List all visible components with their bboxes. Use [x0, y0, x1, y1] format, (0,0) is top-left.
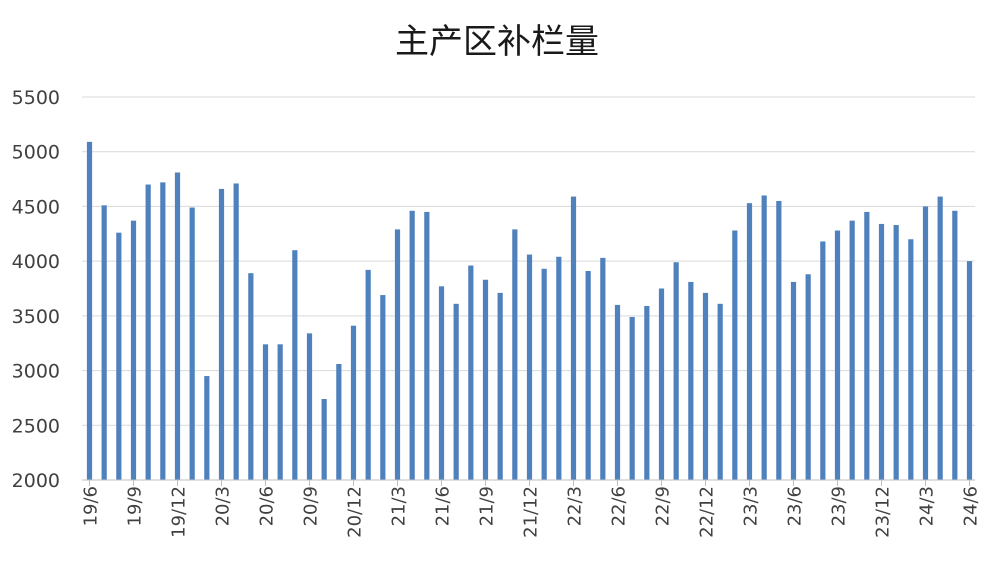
y-tick-label: 2500 [12, 415, 60, 437]
y-tick-label: 4500 [12, 196, 60, 218]
bar [482, 279, 489, 480]
bar [761, 195, 767, 480]
x-tick-label: 20/9 [301, 486, 322, 526]
bar [350, 325, 357, 480]
x-tick-label: 21/3 [389, 486, 410, 526]
bar [570, 196, 577, 480]
x-tick-label: 19/9 [125, 486, 146, 526]
bar [673, 262, 679, 480]
bar [174, 172, 181, 480]
bar [790, 281, 797, 480]
bar [160, 182, 166, 480]
x-tick-label: 20/6 [257, 486, 278, 526]
bar [776, 200, 782, 480]
bar [922, 206, 929, 480]
bar [644, 306, 650, 480]
bar [101, 205, 107, 480]
y-tick-label: 5000 [12, 142, 60, 164]
bar [820, 241, 826, 480]
bar [658, 288, 665, 480]
y-tick-label: 3500 [12, 306, 60, 328]
x-tick-label: 22/12 [697, 486, 718, 538]
bar [834, 230, 841, 480]
bar [512, 229, 518, 480]
x-tick-label: 23/6 [785, 486, 806, 526]
bar [262, 344, 269, 480]
x-tick-label: 21/9 [477, 486, 498, 526]
x-tick-label: 22/6 [609, 486, 630, 526]
bar [424, 211, 430, 480]
x-tick-label: 23/9 [829, 486, 850, 526]
bar [468, 265, 474, 480]
bar [438, 286, 445, 480]
bar [732, 230, 738, 480]
x-tick-label: 21/12 [521, 486, 542, 538]
bar [702, 292, 709, 480]
bar [497, 292, 503, 480]
bar [233, 183, 239, 480]
x-tick-label: 20/12 [345, 486, 366, 538]
x-tick-label: 22/9 [653, 486, 674, 526]
bar [130, 220, 137, 480]
bar [541, 268, 547, 480]
x-tick-label: 21/6 [433, 486, 454, 526]
bar [614, 304, 621, 480]
x-tick-label: 24/3 [917, 486, 938, 526]
bar [952, 210, 958, 480]
bar [717, 303, 723, 480]
bar [306, 333, 313, 480]
x-tick-label: 22/3 [565, 486, 586, 526]
x-tick-label: 23/12 [873, 486, 894, 538]
bar [688, 281, 694, 480]
bar [629, 316, 635, 480]
bar [218, 188, 225, 481]
x-tick-label: 23/3 [741, 486, 762, 526]
x-tick-label: 19/12 [169, 486, 190, 538]
bar [145, 184, 151, 481]
bar [248, 273, 254, 480]
bar [116, 232, 122, 480]
bar [864, 211, 870, 480]
bar [966, 261, 973, 480]
x-axis-ticks: 19/6 19/9 19/12 20/3 20/6 20/9 20/12 21/3 21/6 21… [81, 480, 982, 538]
bar [526, 254, 533, 480]
bar [365, 269, 371, 480]
x-tick-label: 24/6 [961, 486, 982, 526]
bar [805, 274, 811, 480]
bar [453, 303, 459, 480]
bar [189, 207, 195, 480]
bar [409, 210, 415, 480]
chart-title: 主产区补栏量 [395, 22, 599, 62]
bar [277, 344, 283, 480]
y-tick-label: 2000 [12, 470, 60, 492]
bar [878, 223, 885, 481]
bars [86, 141, 973, 481]
bar [380, 295, 386, 480]
bar [937, 196, 943, 480]
bar [394, 229, 401, 480]
y-axis-ticks: 2000 2500 3000 3500 4000 4500 5000 5500 [12, 87, 60, 492]
bar [600, 257, 606, 480]
y-tick-label: 5500 [12, 87, 60, 109]
bar [908, 239, 914, 480]
bar [746, 203, 753, 480]
y-tick-label: 3000 [12, 361, 60, 383]
bar [585, 270, 591, 480]
bar [849, 220, 855, 480]
y-tick-label: 4000 [12, 251, 60, 273]
bar [893, 225, 899, 480]
bar [321, 399, 327, 480]
bar [86, 141, 93, 480]
bar [204, 376, 210, 480]
bar [336, 364, 342, 480]
x-tick-label: 20/3 [213, 486, 234, 526]
bar [556, 256, 562, 480]
x-tick-label: 19/6 [81, 486, 102, 526]
bar [292, 250, 298, 480]
